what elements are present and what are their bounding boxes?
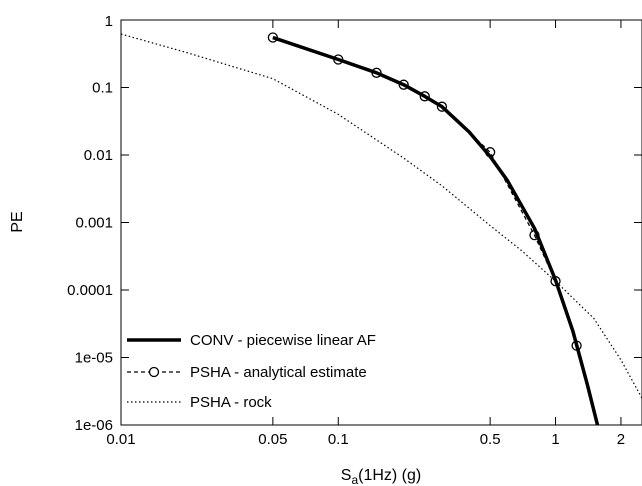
y-tick-label: 0.001 <box>75 215 113 232</box>
x-tick-label: 1 <box>551 431 559 448</box>
y-tick-label: 1e-06 <box>75 417 113 434</box>
x-tick-label: 0.05 <box>258 431 287 448</box>
x-tick-label: 0.5 <box>480 431 501 448</box>
legend-label-1: PSHA - analytical estimate <box>190 364 367 381</box>
x-axis-label-rest: (1Hz) (g) <box>358 467 421 484</box>
series-line-0 <box>272 35 600 426</box>
y-axis-label: PE <box>9 211 26 232</box>
series-line-2 <box>120 33 642 399</box>
x-axis-label-sub: a <box>351 473 358 486</box>
x-tick-label: 0.1 <box>328 431 349 448</box>
legend-label-2: PSHA - rock <box>190 394 272 411</box>
x-tick-label: 2 <box>617 431 625 448</box>
y-tick-label: 0.0001 <box>67 282 113 299</box>
x-axis-label-main: S <box>341 467 352 484</box>
legend-marker <box>148 366 160 378</box>
data-point-marker <box>419 91 430 102</box>
y-tick-label: 0.01 <box>84 147 113 164</box>
x-tick-label: 0.01 <box>106 431 135 448</box>
x-axis-label: Sa(1Hz) (g) <box>341 467 421 486</box>
y-tick-label: 1e-05 <box>75 350 113 367</box>
y-tick-label: 1 <box>105 13 113 30</box>
legend: CONV - piecewise linear AF PSHA - analyti… <box>127 332 376 411</box>
data-point-marker <box>398 79 409 90</box>
axis-ticks: 0.01 0.05 0.1 0.5 1 2 1 0.1 0.01 0.001 0.0001 1e-05… <box>67 13 642 448</box>
legend-label-0: CONV - piecewise linear AF <box>190 332 376 349</box>
y-tick-label: 0.1 <box>92 80 113 97</box>
data-point-marker <box>436 101 448 112</box>
chart-marks <box>120 32 642 426</box>
